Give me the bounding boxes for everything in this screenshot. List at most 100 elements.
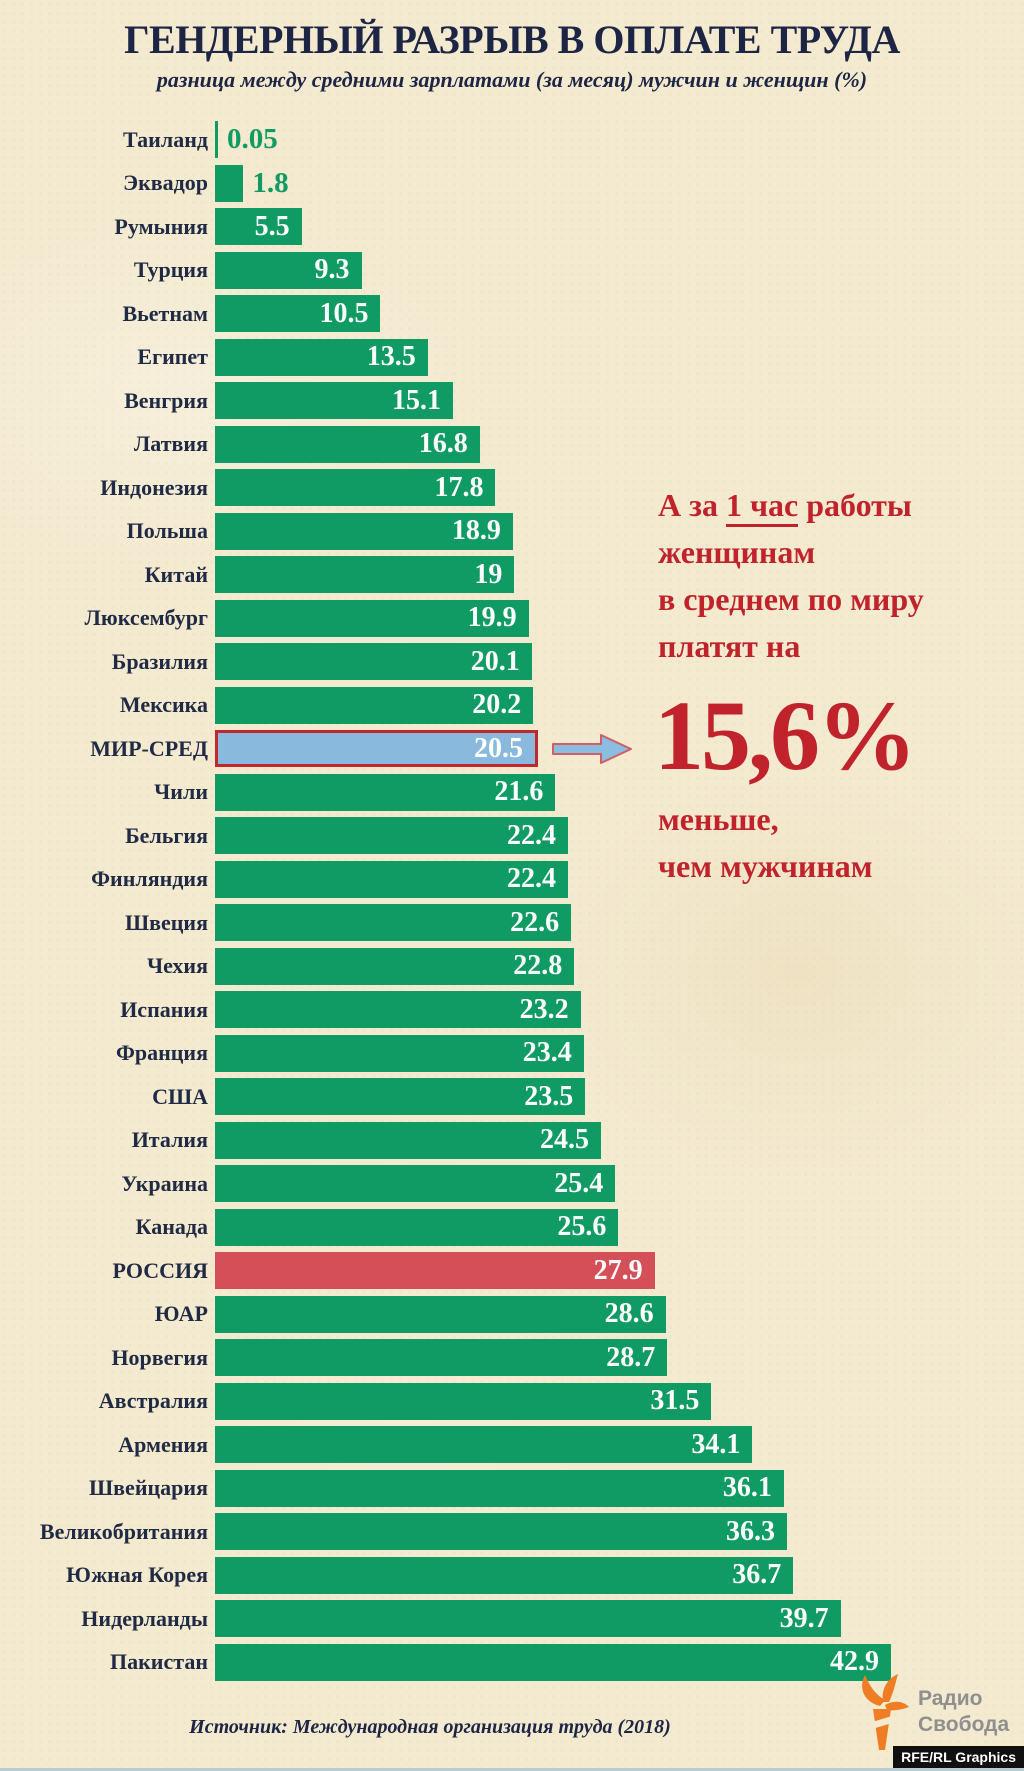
chart-row: США 23.5 <box>0 1075 1024 1119</box>
bar-area: 22.4 <box>215 860 891 898</box>
bar-value: 18.9 <box>451 515 501 547</box>
chart-row: Люксембург 19.9 <box>0 597 1024 641</box>
country-label: Армения <box>118 1431 208 1457</box>
bar-value: 20.2 <box>472 689 522 721</box>
bar: 23.4 <box>215 1034 584 1072</box>
country-label: Украина <box>121 1170 208 1196</box>
bottom-strip <box>0 1768 1024 1771</box>
country-label: Польша <box>126 518 208 544</box>
bar-area: 23.4 <box>215 1034 891 1072</box>
credit-badge: RFE/RL Graphics <box>893 1746 1024 1769</box>
bar-area: 31.5 <box>215 1382 891 1420</box>
bar: 23.2 <box>215 991 581 1029</box>
chart-row: Нидерланды 39.7 <box>0 1597 1024 1641</box>
country-label: Бельгия <box>125 822 208 848</box>
bar: 16.8 <box>215 425 480 463</box>
country-label: Австралия <box>98 1388 208 1414</box>
country-label: Великобритания <box>39 1518 208 1544</box>
bar: 42.9 <box>215 1643 891 1681</box>
bar-value: 23.5 <box>524 1080 574 1112</box>
chart-row: Латвия 16.8 <box>0 423 1024 467</box>
chart-row: Испания 23.2 <box>0 988 1024 1032</box>
country-label: Швейцария <box>89 1475 208 1501</box>
bar: 25.4 <box>215 1165 616 1203</box>
bar-value: 22.8 <box>513 950 563 982</box>
bar: 20.5 <box>215 730 539 768</box>
bar: 5.5 <box>215 208 302 246</box>
chart-row: Бразилия 20.1 <box>0 640 1024 684</box>
bar-area: 42.9 <box>215 1643 891 1681</box>
bar: 22.6 <box>215 904 572 942</box>
bar: 20.1 <box>215 643 532 681</box>
logo-line-1: Радио <box>918 1687 983 1710</box>
bar: 36.3 <box>215 1513 787 1551</box>
chart-row: МИР-СРЕД 20.5 <box>0 727 1024 771</box>
bar <box>215 121 218 159</box>
bar-value: 36.7 <box>732 1559 782 1591</box>
bar: 15.1 <box>215 382 453 420</box>
torch-icon <box>862 1674 909 1750</box>
chart-row: Пакистан 42.9 <box>0 1641 1024 1685</box>
chart-row: Канада 25.6 <box>0 1206 1024 1250</box>
bar: 20.2 <box>215 686 534 724</box>
bar-value: 36.1 <box>722 1472 772 1504</box>
page-title: ГЕНДЕРНЫЙ РАЗРЫВ В ОПЛАТЕ ТРУДА <box>124 17 900 62</box>
chart-row: Украина 25.4 <box>0 1162 1024 1206</box>
bar-area: 22.8 <box>215 947 891 985</box>
bar-value: 25.6 <box>557 1211 607 1243</box>
bar-value: 39.7 <box>779 1602 829 1634</box>
bar-area: 18.9 <box>215 512 891 550</box>
bar-area: 25.6 <box>215 1208 891 1246</box>
bar-value: 19.9 <box>467 602 517 634</box>
country-label: Венгрия <box>124 387 208 413</box>
chart-row: Венгрия 15.1 <box>0 379 1024 423</box>
chart-row: Египет 13.5 <box>0 336 1024 380</box>
annotation-line-1: А за 1 час работы <box>658 482 1018 529</box>
chart-row: Бельгия 22.4 <box>0 814 1024 858</box>
bar-value: 16.8 <box>418 428 468 460</box>
country-label: Турция <box>133 257 208 283</box>
country-label: Мексика <box>119 692 208 718</box>
bar-area: 21.6 <box>215 773 891 811</box>
chart-row: Италия 24.5 <box>0 1119 1024 1163</box>
bar-area: 19 <box>215 556 891 594</box>
country-label: Чили <box>154 779 208 805</box>
bar-value: 20.1 <box>470 645 520 677</box>
bar <box>215 164 244 202</box>
bar-value: 27.9 <box>593 1254 643 1286</box>
bar: 24.5 <box>215 1121 602 1159</box>
country-label: Латвия <box>133 431 208 457</box>
bar: 23.5 <box>215 1078 586 1116</box>
bar-value: 22.4 <box>506 819 556 851</box>
country-label: Люксембург <box>84 605 208 631</box>
bar-area: 39.7 <box>215 1600 891 1638</box>
country-label: Чехия <box>146 953 208 979</box>
bar-area: 22.4 <box>215 817 891 855</box>
chart-row: Польша 18.9 <box>0 510 1024 554</box>
chart-row: Норвегия 28.7 <box>0 1336 1024 1380</box>
source-note: Источник: Международная организация труд… <box>189 1716 671 1738</box>
bar: 10.5 <box>215 295 381 333</box>
chart-row: Швейцария 36.1 <box>0 1467 1024 1511</box>
bar-area: 20.5 <box>215 730 891 768</box>
page-subtitle: разница между средними зарплатами (за ме… <box>156 67 868 92</box>
chart-row: Великобритания 36.3 <box>0 1510 1024 1554</box>
country-label: Таиланд <box>123 126 208 152</box>
arrow-right-icon <box>552 733 633 764</box>
chart-row: РОССИЯ 27.9 <box>0 1249 1024 1293</box>
bar-area: 9.3 <box>215 251 891 289</box>
chart-row: Финляндия 22.4 <box>0 858 1024 902</box>
country-label: Норвегия <box>111 1344 208 1370</box>
bar: 28.6 <box>215 1295 666 1333</box>
bar: 19 <box>215 556 515 594</box>
bar-area: 1.8 <box>215 164 891 202</box>
annotation-line-2: женщинам <box>658 534 816 570</box>
bar-area: 15.1 <box>215 382 891 420</box>
bar: 34.1 <box>215 1426 753 1464</box>
bar-area: 24.5 <box>215 1121 891 1159</box>
chart-row: Китай 19 <box>0 553 1024 597</box>
bar: 27.9 <box>215 1252 655 1290</box>
annotation-big-value: 15,6% <box>654 680 917 791</box>
bar-area: 36.1 <box>215 1469 891 1507</box>
country-label: Индонезия <box>100 474 208 500</box>
